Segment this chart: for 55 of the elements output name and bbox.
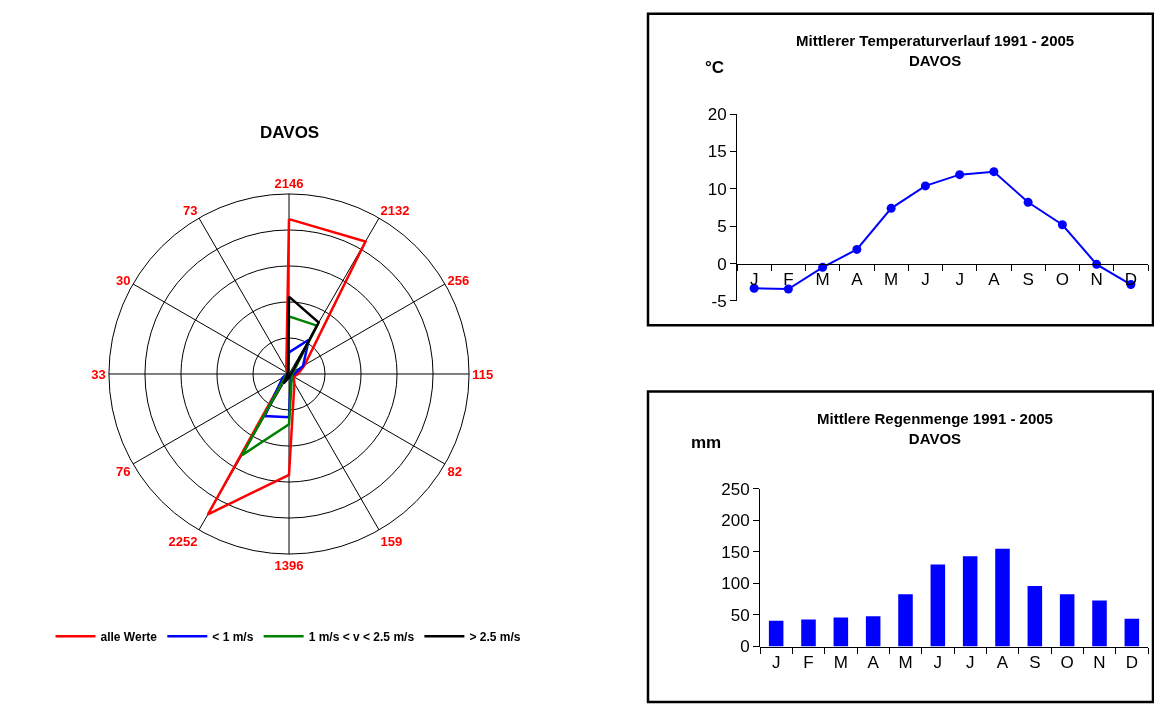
x-tick-label: F (783, 270, 794, 290)
legend-label: > 2.5 m/s (469, 629, 521, 644)
spoke-label: 159 (380, 534, 403, 550)
x-tick-label: M (884, 270, 899, 290)
x-tick-label: J (771, 652, 781, 672)
spoke-label: 1396 (274, 558, 304, 574)
x-tick-label: N (1090, 270, 1103, 290)
x-tick-label: J (955, 270, 964, 290)
x-tick-label: A (867, 652, 880, 672)
y-tick-label: 15 (707, 142, 727, 162)
x-tick-label: O (1055, 270, 1069, 290)
x-tick-label: O (1060, 652, 1074, 672)
x-tick-label: J (921, 270, 930, 290)
y-tick-label: 250 (721, 479, 750, 499)
spoke-label: 2132 (380, 203, 410, 219)
y-axis-title: °C (705, 58, 725, 77)
x-tick-label: A (996, 652, 1009, 672)
legend-label: 1 m/s < v < 2.5 m/s (308, 629, 415, 644)
y-tick-label: -5 (711, 291, 727, 311)
x-tick-label: D (1125, 652, 1138, 672)
legend-label: < 1 m/s (212, 629, 254, 644)
chart-title: DAVOS (260, 123, 320, 142)
spoke-label: 82 (447, 464, 463, 480)
y-tick-label: 0 (717, 254, 727, 274)
spoke-label: 2252 (168, 534, 198, 550)
chart-title: Mittlere Regenmenge 1991 - 2005 DAVOS (817, 410, 1053, 447)
x-tick-label: M (833, 652, 848, 672)
spoke-label: 115 (472, 366, 494, 382)
spoke-label: 30 (115, 273, 131, 289)
x-tick-label: J (933, 652, 943, 672)
spoke-label: 76 (115, 464, 131, 480)
y-tick-label: 50 (730, 605, 750, 625)
y-axis-title: mm (691, 433, 722, 452)
spoke-label: 256 (447, 273, 470, 289)
y-tick-label: 150 (721, 542, 750, 562)
spoke-label: 73 (182, 203, 198, 219)
y-tick-label: 100 (721, 574, 750, 594)
y-tick-label: 0 (740, 637, 750, 657)
y-tick-label: 200 (721, 511, 750, 531)
x-tick-label: F (803, 652, 814, 672)
x-tick-label: A (851, 270, 864, 290)
x-tick-label: J (965, 652, 975, 672)
y-tick-label: 20 (707, 105, 727, 125)
x-tick-label: M (898, 652, 913, 672)
x-tick-label: M (815, 270, 830, 290)
legend-label: alle Werte (100, 629, 158, 644)
spoke-label: 2146 (274, 176, 304, 192)
y-tick-label: 10 (707, 179, 727, 199)
x-tick-label: N (1093, 652, 1106, 672)
y-tick-label: 5 (717, 217, 727, 237)
chart-title: Mittlerer Temperaturverlauf 1991 - 2005 DAVOS (796, 32, 1075, 69)
spoke-label: 33 (91, 366, 106, 382)
x-tick-label: S (1022, 270, 1034, 290)
x-tick-label: S (1029, 652, 1041, 672)
x-tick-label: A (988, 270, 1001, 290)
